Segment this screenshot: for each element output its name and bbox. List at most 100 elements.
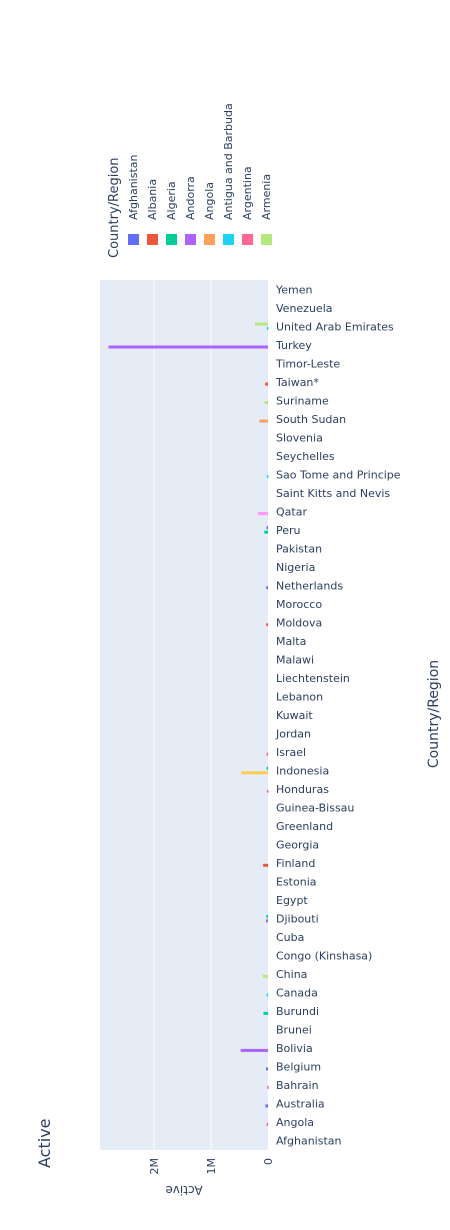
y-tick-label: Guinea-Bissau (276, 802, 354, 815)
legend-swatch (185, 234, 196, 245)
y-tick-label: Kuwait (276, 709, 313, 722)
bar (265, 1104, 268, 1108)
y-tick-label: Egypt (276, 894, 308, 907)
bar (266, 766, 269, 770)
y-tick-label: Estonia (276, 876, 317, 889)
y-tick-label: Finland (276, 857, 315, 870)
bar (241, 771, 268, 775)
y-tick-label: Australia (276, 1098, 325, 1111)
y-tick-label: Belgium (276, 1061, 321, 1074)
y-tick-label: Timor-Leste (275, 357, 340, 370)
x-tick-label: 2M (148, 1158, 161, 1175)
y-tick-label: Qatar (276, 505, 307, 518)
legend-swatch (261, 234, 272, 245)
bar (266, 623, 268, 627)
legend-swatch (166, 234, 177, 245)
y-tick-label: Jordan (275, 728, 311, 741)
y-tick-label: Brunei (276, 1024, 312, 1037)
bar (264, 401, 268, 405)
bar (263, 1011, 268, 1015)
y-axis-title: Country/Region (426, 660, 442, 768)
legend-item-label[interactable]: Argentina (241, 166, 254, 220)
x-tick-label: 0 (262, 1158, 275, 1165)
y-tick-label: United Arab Emirates (276, 320, 394, 333)
chart-title-group: Active (35, 1119, 54, 1169)
y-tick-label: Angola (276, 1116, 314, 1129)
x-axis-title: Active (165, 1183, 202, 1197)
bar (262, 974, 268, 978)
y-tick-label: Indonesia (276, 765, 329, 778)
y-tick-label: Malawi (276, 653, 314, 666)
chart-title: Active (35, 1119, 54, 1169)
bar (266, 752, 269, 756)
legend-title: Country/Region (107, 157, 122, 258)
bar (266, 919, 268, 923)
bar (266, 914, 268, 918)
legend-item-label[interactable]: Andorra (184, 176, 197, 220)
y-tick-label: Slovenia (276, 431, 323, 444)
y-tick-label: Lebanon (276, 690, 323, 703)
y-tick-label: Saint Kitts and Nevis (276, 487, 390, 500)
y-tick-label: Netherlands (276, 579, 343, 592)
bar (108, 345, 268, 349)
bars (108, 322, 269, 1126)
y-tick-label: Turkey (275, 339, 312, 352)
bar (266, 475, 269, 479)
y-tick-label: Georgia (276, 839, 319, 852)
bar (266, 993, 269, 997)
y-tick-label: South Sudan (276, 413, 346, 426)
y-tick-label: Yemen (275, 283, 313, 296)
bar (257, 512, 268, 516)
legend-item-label[interactable]: Armenia (260, 174, 273, 220)
bar (264, 530, 268, 534)
x-tick-label: 1M (205, 1158, 218, 1175)
bar (265, 382, 268, 386)
y-tick-label: Morocco (276, 598, 322, 611)
legend-swatch (204, 234, 215, 245)
bar (266, 789, 269, 793)
legend-swatch (128, 234, 139, 245)
y-tick-label: Djibouti (276, 913, 319, 926)
y-tick-label: Pakistan (276, 542, 322, 555)
y-tick-label: Suriname (276, 394, 329, 407)
legend-item-label[interactable]: Angola (203, 182, 216, 220)
y-tick-label: Peru (276, 524, 301, 537)
legend-item-label[interactable]: Algeria (165, 181, 178, 220)
y-tick-label: Honduras (276, 783, 329, 796)
x-axis-tick-labels: 0 1M 2M (148, 1158, 275, 1175)
bar (266, 326, 269, 330)
y-tick-label: Nigeria (276, 561, 315, 574)
y-tick-label: Israel (276, 746, 306, 759)
bar (267, 1085, 269, 1089)
y-tick-label: Liechtenstein (276, 672, 350, 685)
bar (266, 586, 268, 590)
y-tick-label: Afghanistan (276, 1135, 342, 1148)
bar (263, 863, 268, 867)
legend-item-label[interactable]: Albania (146, 179, 159, 220)
legend-item-label[interactable]: Afghanistan (127, 154, 140, 220)
y-tick-label: Bahrain (276, 1079, 319, 1092)
legend-item-label[interactable]: Antigua and Barbuda (222, 103, 235, 220)
bar (266, 1122, 269, 1126)
y-tick-label: Malta (276, 635, 306, 648)
y-tick-label: Cuba (276, 931, 304, 944)
y-axis-tick-labels: Afghanistan Angola Australia Bahrain Belgium… (275, 283, 401, 1147)
y-tick-label: Moldova (276, 616, 322, 629)
y-tick-label: Canada (276, 987, 318, 1000)
y-tick-label: Congo (Kinshasa) (276, 950, 372, 963)
bar (259, 419, 268, 423)
y-tick-label: China (276, 968, 307, 981)
legend-swatch (242, 234, 253, 245)
y-tick-label: Greenland (276, 820, 333, 833)
bar (266, 1067, 268, 1071)
y-tick-label: Seychelles (276, 450, 335, 463)
y-tick-label: Bolivia (276, 1042, 313, 1055)
bar (266, 526, 269, 530)
legend-swatch (147, 234, 158, 245)
bar (254, 322, 268, 326)
y-tick-label: Taiwan* (275, 376, 319, 389)
gridlines (153, 280, 212, 1150)
legend: Country/Region Afghanistan Albania Algeria A… (107, 103, 273, 258)
legend-swatch (223, 234, 234, 245)
